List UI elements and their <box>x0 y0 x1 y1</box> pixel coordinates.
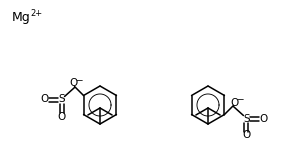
Text: S: S <box>243 113 250 124</box>
Text: O: O <box>242 131 251 140</box>
Text: −: − <box>236 94 244 103</box>
Text: Mg: Mg <box>12 12 31 24</box>
Text: S: S <box>58 94 65 104</box>
Text: 2+: 2+ <box>30 9 42 18</box>
Text: O: O <box>259 113 268 124</box>
Text: −: − <box>75 75 83 84</box>
Text: O: O <box>57 112 66 122</box>
Text: O: O <box>230 97 239 107</box>
Text: O: O <box>70 79 78 88</box>
Text: O: O <box>40 94 49 104</box>
